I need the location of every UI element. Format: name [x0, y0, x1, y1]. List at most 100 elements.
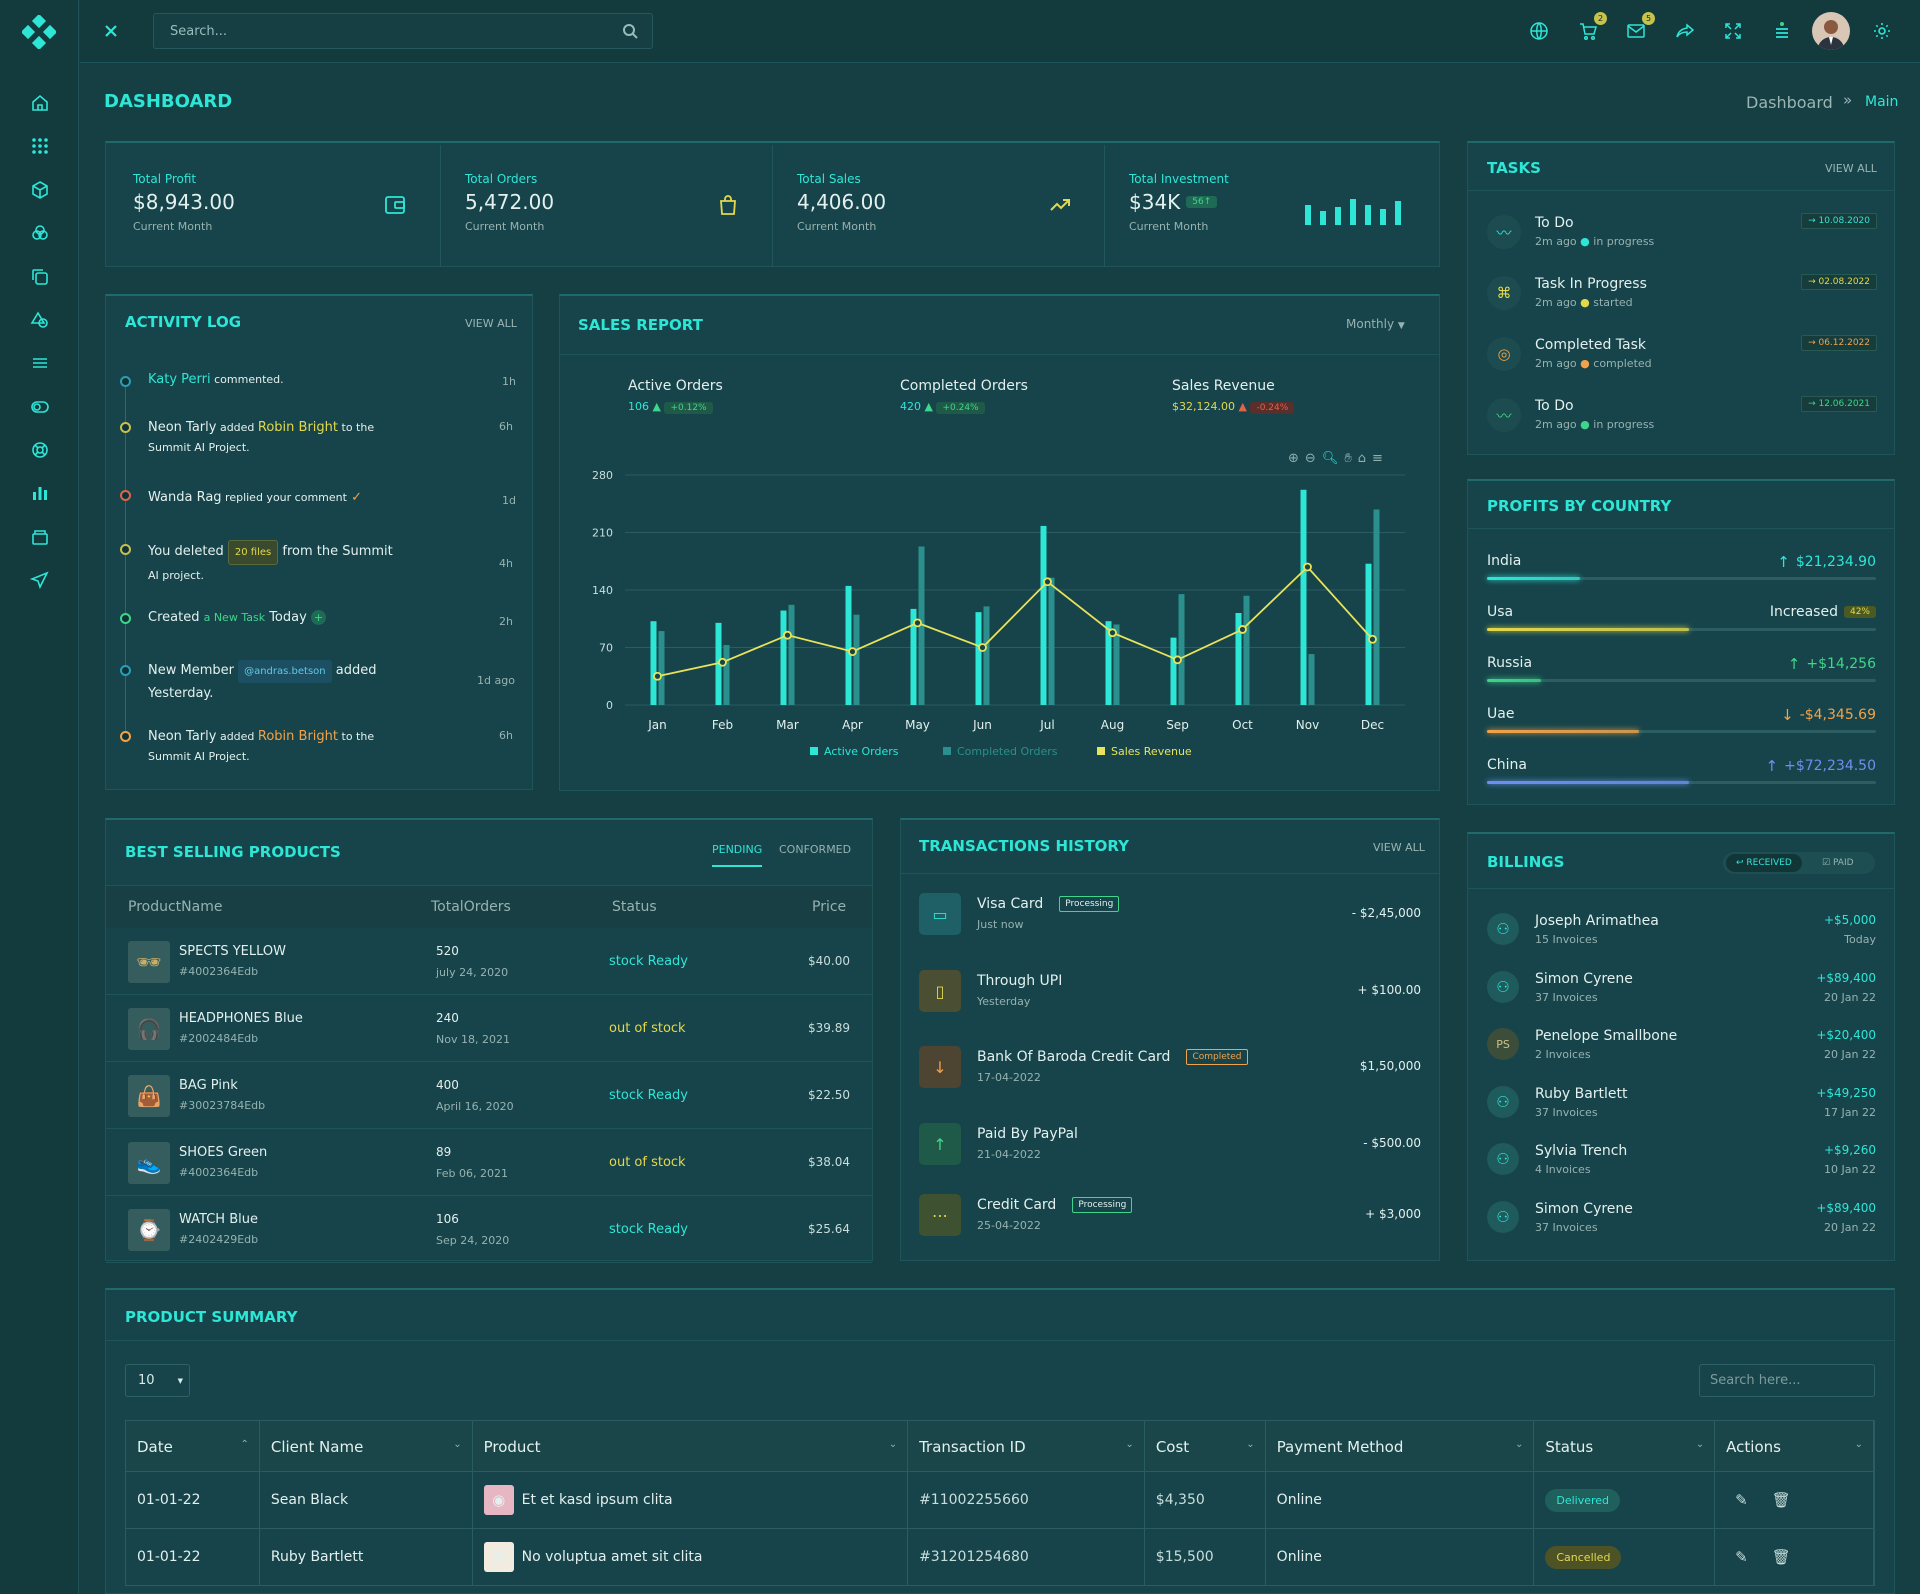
period-dropdown[interactable]: Monthly ▼ — [1346, 317, 1405, 331]
bar-active-orders[interactable] — [1040, 525, 1047, 705]
sales-revenue-point[interactable] — [913, 618, 922, 628]
pan-hand-icon[interactable]: ✋︎ — [1344, 451, 1352, 466]
cart-icon[interactable]: 2 — [1575, 12, 1607, 44]
transaction-item[interactable]: ↑ Paid By PayPal 21-04-2022 - $500.00 — [919, 1123, 1421, 1167]
billing-item[interactable]: ⚇ Ruby Bartlett 37 Invoices +$49,250 17 Jan … — [1487, 1083, 1876, 1123]
column-header[interactable]: Transaction ID ⌄ — [908, 1421, 1145, 1471]
product-row[interactable]: 🕶 SPECTS YELLOW #4002364Edb 520 july 24, 202… — [106, 928, 872, 994]
bar-chart-icon[interactable] — [25, 478, 55, 508]
product-row[interactable]: ⌚ WATCH Blue #2402429Edb 106 Sep 24, 2020 sto… — [106, 1196, 872, 1262]
bar-completed-orders[interactable] — [853, 614, 860, 705]
task-item[interactable]: 〰 To Do 2m ago ● in progress → 12.06.2021 — [1487, 396, 1877, 440]
legend-label[interactable]: Sales Revenue — [1111, 745, 1192, 758]
mail-icon[interactable]: 5 — [1623, 12, 1655, 44]
search-icon[interactable] — [622, 23, 638, 43]
menu-lines-icon[interactable] — [25, 348, 55, 378]
sales-revenue-point[interactable] — [1108, 628, 1117, 638]
sales-revenue-point[interactable] — [1043, 577, 1052, 587]
bar-active-orders[interactable] — [845, 585, 852, 705]
bar-active-orders[interactable] — [1170, 637, 1177, 705]
trash-icon[interactable]: 🗑︎ — [1771, 1491, 1791, 1509]
plus-icon[interactable]: + — [310, 610, 326, 625]
share-icon[interactable] — [1672, 18, 1698, 44]
bar-completed-orders[interactable] — [723, 645, 730, 705]
billing-item[interactable]: ⚇ Simon Cyrene 37 Invoices +$89,400 20 Jan 2… — [1487, 1198, 1876, 1238]
transactions-view-all-link[interactable]: VIEW ALL — [1373, 841, 1425, 854]
avatar[interactable] — [1812, 12, 1850, 50]
page-size-select[interactable]: 10 ▼ — [125, 1364, 190, 1397]
fullscreen-icon[interactable] — [1720, 18, 1746, 44]
bar-completed-orders[interactable] — [1113, 624, 1120, 706]
transaction-item[interactable]: ↓ Bank Of Baroda Credit Card Completed 17-0… — [919, 1046, 1421, 1090]
sales-revenue-point[interactable] — [653, 671, 662, 681]
activity-link[interactable]: a New Task — [203, 611, 266, 624]
bar-completed-orders[interactable] — [1178, 594, 1185, 705]
bar-completed-orders[interactable] — [918, 546, 925, 705]
settings-gear-icon[interactable] — [1869, 18, 1895, 44]
toggle-icon[interactable] — [25, 392, 55, 422]
tab-received[interactable]: ↩ RECEIVED — [1726, 854, 1802, 872]
summary-search-input[interactable]: Search here... — [1699, 1364, 1875, 1397]
sales-revenue-point[interactable] — [718, 657, 727, 667]
globe-icon[interactable] — [1526, 18, 1552, 44]
activity-mention[interactable]: Robin Bright — [257, 729, 339, 744]
billing-item[interactable]: ⚇ Simon Cyrene 37 Invoices +$89,400 20 Jan 2… — [1487, 968, 1876, 1008]
edit-icon[interactable]: ✎ — [1735, 1548, 1748, 1566]
zoom-selection-icon[interactable]: 🔍︎ — [1321, 451, 1339, 466]
bar-active-orders[interactable] — [975, 612, 982, 705]
bar-completed-orders[interactable] — [983, 606, 990, 705]
activity-user[interactable]: Neon Tarly — [148, 420, 217, 435]
activity-view-all-link[interactable]: VIEW ALL — [465, 317, 517, 330]
transaction-item[interactable]: ▯ Through UPI Yesterday + $100.00 — [919, 970, 1421, 1014]
transaction-item[interactable]: ▭ Visa Card Processing Just now - $2,45,000 — [919, 893, 1421, 937]
product-row[interactable]: 🎧 HEADPHONES Blue #2002484Edb 240 Nov 18, 20… — [106, 995, 872, 1061]
member-badge[interactable]: @andras.betson — [238, 660, 332, 683]
column-header[interactable]: Cost ⌄ — [1145, 1421, 1266, 1471]
task-item[interactable]: ⌘ Task In Progress 2m ago ● started → 02.08… — [1487, 274, 1877, 318]
bar-completed-orders[interactable] — [658, 631, 665, 705]
notification-list-icon[interactable] — [1769, 18, 1795, 44]
bar-active-orders[interactable] — [910, 608, 917, 705]
sales-revenue-point[interactable] — [848, 647, 857, 657]
tab-pending[interactable]: PENDING — [712, 843, 763, 867]
bar-completed-orders[interactable] — [1373, 509, 1380, 706]
apps-grid-icon[interactable] — [25, 131, 55, 161]
sales-revenue-point[interactable] — [783, 630, 792, 640]
reset-home-icon[interactable]: ⌂ — [1357, 451, 1367, 466]
search-input[interactable]: Search... — [153, 13, 653, 49]
bar-completed-orders[interactable] — [1243, 595, 1250, 705]
transaction-item[interactable]: ⋯ Credit Card Processing 25-04-2022 + $3,000 — [919, 1194, 1421, 1238]
legend-label[interactable]: Completed Orders — [957, 745, 1058, 758]
tasks-view-all-link[interactable]: VIEW ALL — [1825, 162, 1877, 175]
legend-label[interactable]: Active Orders — [824, 745, 899, 758]
send-icon[interactable] — [25, 565, 55, 595]
product-row[interactable]: 👜 BAG Pink #30023784Edb 400 April 16, 2020 st… — [106, 1062, 872, 1128]
components-icon[interactable] — [25, 218, 55, 248]
billing-item[interactable]: ⚇ Sylvia Trench 4 Invoices +$9,260 10 Jan 22 — [1487, 1140, 1876, 1180]
cube-icon[interactable] — [25, 175, 55, 205]
shapes-icon[interactable] — [25, 305, 55, 335]
bar-active-orders[interactable] — [1300, 489, 1307, 705]
tab-conformed[interactable]: CONFORMED — [779, 843, 852, 856]
logo[interactable] — [20, 13, 58, 51]
bar-completed-orders[interactable] — [788, 604, 795, 705]
edit-icon[interactable]: ✎ — [1735, 1491, 1748, 1509]
sales-revenue-point[interactable] — [1173, 655, 1182, 665]
inbox-icon[interactable] — [25, 522, 55, 552]
tab-paid[interactable]: ☑ PAID — [1822, 854, 1854, 872]
column-header[interactable]: Client Name ⌄ — [260, 1421, 473, 1471]
task-item[interactable]: 〰 To Do 2m ago ● in progress → 10.08.2020 — [1487, 213, 1877, 257]
bar-completed-orders[interactable] — [1048, 577, 1055, 705]
column-header[interactable]: Status ⌄ — [1534, 1421, 1716, 1471]
bar-active-orders[interactable] — [1235, 613, 1242, 705]
billing-item[interactable]: ⚇ Joseph Arimathea 15 Invoices +$5,000 Today — [1487, 910, 1876, 950]
billing-item[interactable]: PS Penelope Smallbone 2 Invoices +$20,400 20… — [1487, 1025, 1876, 1065]
zoom-out-icon[interactable]: ⊖ — [1304, 451, 1316, 466]
sales-revenue-point[interactable] — [1238, 625, 1247, 634]
chart-menu-icon[interactable]: ≡ — [1372, 451, 1383, 466]
sales-revenue-point[interactable] — [1303, 562, 1312, 572]
bar-active-orders[interactable] — [780, 610, 787, 705]
column-header[interactable]: Product ⌄ — [473, 1421, 909, 1471]
activity-user[interactable]: Wanda Rag — [148, 490, 222, 505]
task-item[interactable]: ◎ Completed Task 2m ago ● completed → 06.12… — [1487, 335, 1877, 379]
